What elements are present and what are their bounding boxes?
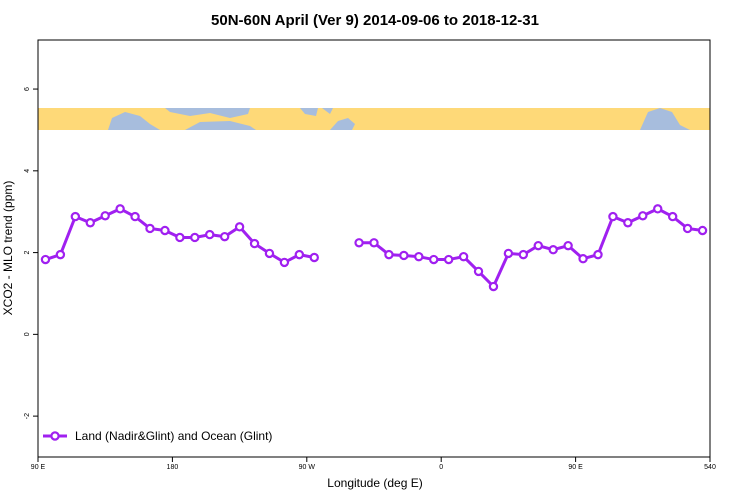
y-tick-label: -2 <box>24 413 31 419</box>
data-point <box>115 204 125 214</box>
x-tick-label: 90 E <box>568 464 583 471</box>
y-tick-label: 6 <box>24 87 31 91</box>
data-point <box>548 245 558 255</box>
y-axis-label: XCO2 - MLO trend (ppm) <box>1 181 15 316</box>
data-point <box>458 251 469 262</box>
data-point <box>100 211 110 221</box>
y-tick-label: 2 <box>24 251 31 255</box>
data-point <box>40 254 51 265</box>
data-point <box>264 248 275 259</box>
data-point <box>623 218 633 228</box>
data-point <box>488 281 499 292</box>
data-point <box>429 254 439 265</box>
data-point <box>563 240 573 251</box>
data-point <box>638 211 648 221</box>
data-point <box>399 250 409 261</box>
data-point <box>518 249 529 260</box>
data-point <box>578 254 588 264</box>
data-point <box>354 238 364 248</box>
plot-frame <box>37 39 711 458</box>
data-point <box>205 229 215 240</box>
data-point <box>414 251 424 262</box>
data-point <box>369 238 379 248</box>
data-point <box>533 240 543 251</box>
data-point <box>473 266 484 277</box>
data-point <box>234 222 245 232</box>
y-tick-label: 4 <box>24 169 31 173</box>
data-point <box>608 211 618 222</box>
data-point <box>503 248 514 259</box>
data-point <box>55 249 66 260</box>
legend-label: Land (Nadir&Glint) and Ocean (Glint) <box>75 429 272 443</box>
x-tick-label: 540 <box>704 464 716 471</box>
data-point <box>294 249 305 260</box>
data-point <box>309 252 319 263</box>
data-point <box>145 223 155 234</box>
data-point <box>667 211 678 222</box>
map-band <box>38 108 710 130</box>
data-point <box>70 211 81 222</box>
chart-title: 50N-60N April (Ver 9) 2014-09-06 to 2018… <box>211 12 539 29</box>
data-point <box>593 249 603 260</box>
data-point <box>249 238 260 249</box>
data-point <box>85 218 95 228</box>
x-tick-label: 180 <box>167 464 179 471</box>
data-point <box>160 225 170 236</box>
data-point <box>653 204 663 214</box>
data-point <box>682 223 693 234</box>
x-axis-label: Longitude (deg E) <box>327 476 422 490</box>
data-point <box>279 257 290 268</box>
data-point <box>697 225 708 236</box>
legend-marker <box>50 431 60 441</box>
x-tick-label: 90 E <box>31 464 46 471</box>
data-point <box>130 211 140 222</box>
data-point <box>443 254 454 265</box>
series-line <box>44 207 703 290</box>
data-point <box>219 231 230 242</box>
y-tick-label: 0 <box>24 332 31 336</box>
data-point <box>384 249 394 260</box>
data-point <box>190 232 200 243</box>
x-tick-label: 90 W <box>299 464 316 471</box>
data-point <box>175 232 185 243</box>
x-tick-label: 0 <box>439 464 443 471</box>
